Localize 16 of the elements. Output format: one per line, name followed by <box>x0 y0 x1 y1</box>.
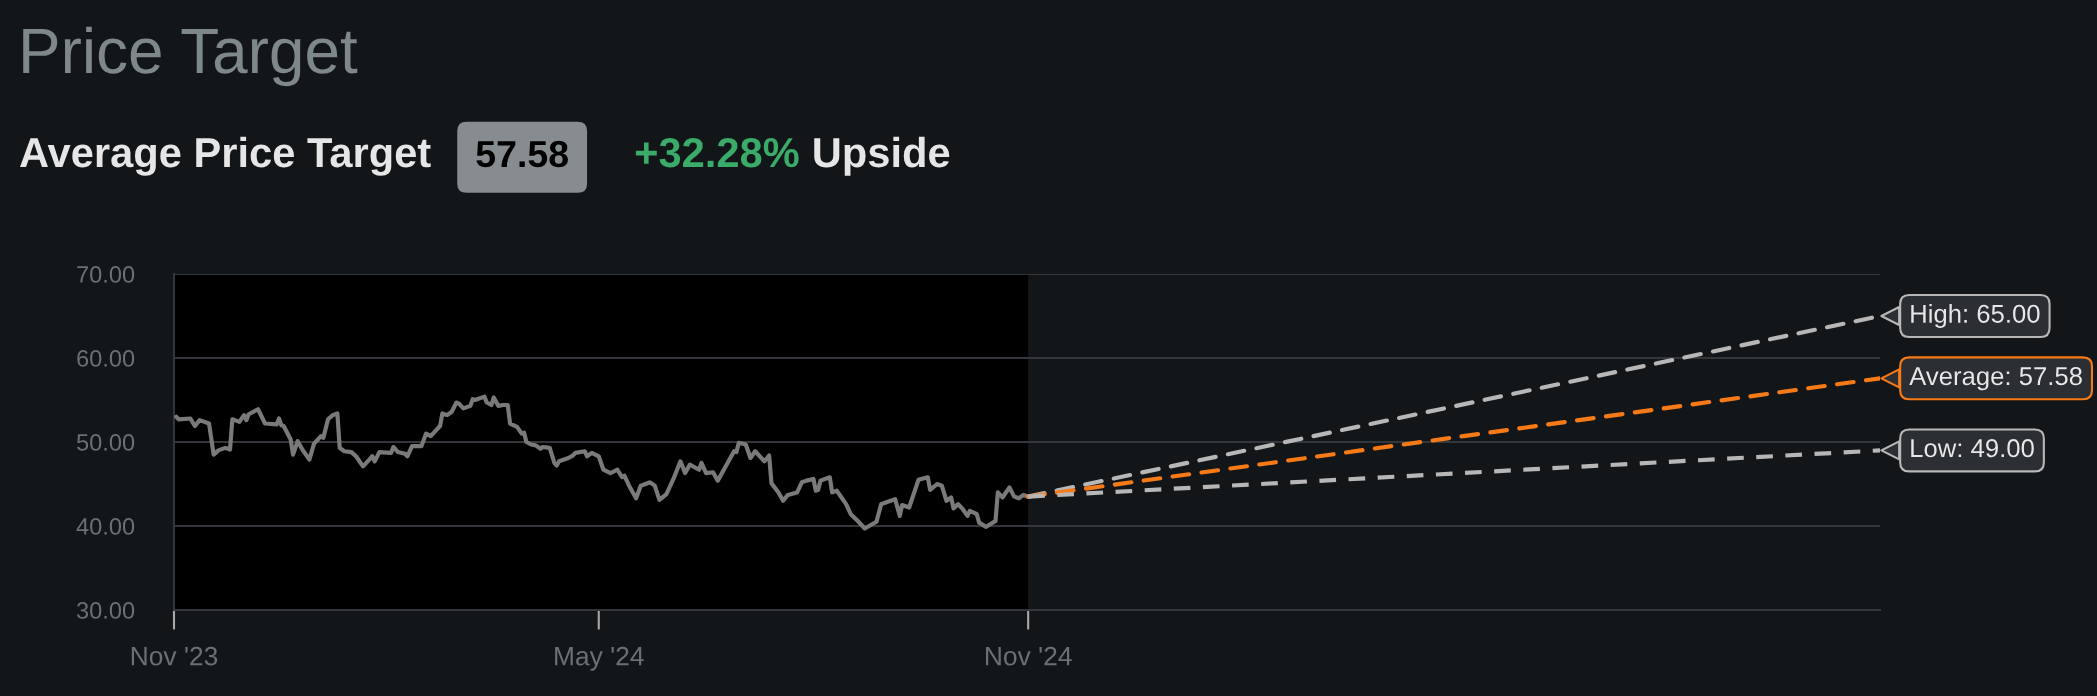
text: Upside <box>814 136 950 176</box>
y-tick-label: 50.00 <box>76 434 135 451</box>
annotation: Average: 57.58 <box>1909 367 2082 391</box>
y-tick-label: 30.00 <box>76 602 135 619</box>
y-tick-label: 40.00 <box>76 518 135 535</box>
text: +32.28% <box>635 137 799 168</box>
x-tick-label: May '24 <box>555 646 644 671</box>
x-tick-label: Nov '23 <box>131 646 218 666</box>
y-tick-label: 70.00 <box>77 266 135 283</box>
text: 57.58 <box>476 140 568 168</box>
y-tick-label: 60.00 <box>77 350 135 367</box>
chart-subtitle: Average Price Target <box>20 136 431 176</box>
annotation: Low: 49.00 <box>1911 439 2034 458</box>
x-tick-label: Nov '24 <box>986 646 1072 666</box>
annotation: High: 65.00 <box>1911 304 2040 328</box>
chart-title: Price Target <box>23 26 358 87</box>
